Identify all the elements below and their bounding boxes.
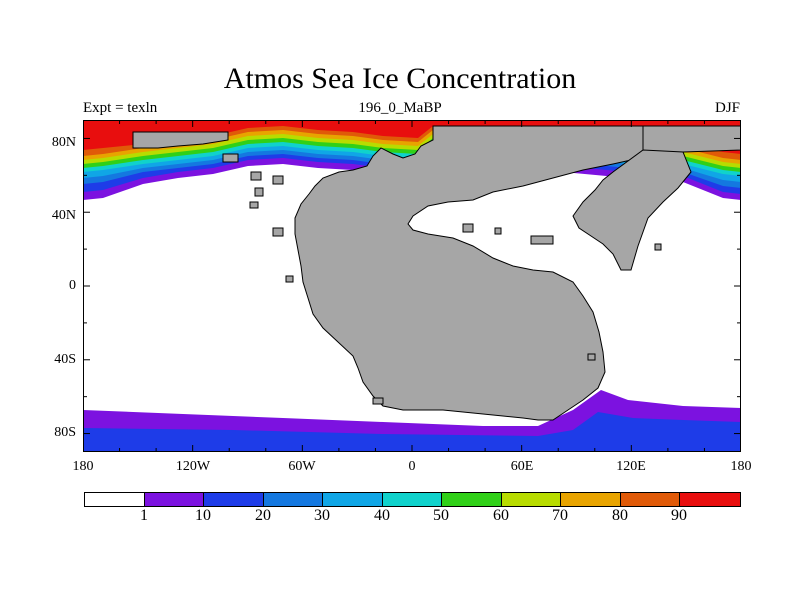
lon-label-0: 0	[408, 459, 416, 474]
colorbar-label-60: 60	[493, 507, 509, 524]
tethys-island-5	[462, 223, 474, 233]
lon-label-120e: 120E	[616, 459, 646, 474]
lat-label-40s: 40S	[54, 352, 76, 367]
colorbar-box-4	[323, 493, 383, 506]
tethys-island-4	[530, 235, 554, 245]
colorbar-label-30: 30	[314, 507, 330, 524]
season-label: DJF	[714, 100, 740, 116]
colorbar-label-90: 90	[671, 507, 687, 524]
plot-title: Atmos Sea Ice Concentration	[223, 62, 577, 95]
colorbar-box-7	[501, 493, 561, 506]
colorbar-label-40: 40	[374, 507, 390, 524]
colorbar	[84, 492, 741, 507]
panthalassa-island-4	[249, 201, 259, 209]
colorbar-box-3	[263, 493, 323, 506]
lon-label-60e: 60E	[510, 459, 534, 474]
colorbar-label-1: 1	[140, 507, 148, 524]
lat-label-80n: 80N	[51, 135, 76, 150]
lon-label-180e: 180	[730, 459, 752, 474]
antarctic-ice-bands	[83, 390, 741, 452]
lon-label-60w: 60W	[288, 459, 316, 474]
pangaea-continent	[294, 125, 644, 421]
lat-label-0: 0	[69, 278, 76, 293]
axis-ticks	[83, 120, 741, 452]
lon-label-180w: 180	[72, 459, 94, 474]
tethys-island-6	[494, 227, 502, 235]
colorbar-label-70: 70	[552, 507, 568, 524]
lon-label-120w: 120W	[175, 459, 211, 474]
southern-island-1	[372, 397, 384, 405]
panthalassa-island-2	[272, 227, 284, 237]
colorbar-box-1	[144, 493, 204, 506]
colorbar-box-0	[85, 493, 145, 506]
experiment-label: Expt = texln	[83, 100, 158, 116]
east-asia-peninsula	[572, 149, 692, 271]
panthalassa-island-3	[285, 275, 294, 283]
tethys-island-2	[250, 171, 262, 181]
colorbar-label-10: 10	[195, 507, 211, 524]
southern-ice-band-2	[83, 412, 741, 452]
colorbar-label-80: 80	[612, 507, 628, 524]
northern-island-strip	[132, 131, 229, 149]
tethys-island-1	[222, 153, 239, 163]
colorbar-label-20: 20	[255, 507, 271, 524]
colorbar-box-10	[680, 493, 740, 506]
panthalassa-island-1	[254, 187, 264, 197]
tethys-island-3	[272, 175, 284, 185]
panthalassa-island-5	[654, 243, 662, 251]
colorbar-box-6	[442, 493, 502, 506]
lat-label-40n: 40N	[51, 208, 76, 223]
colorbar-box-5	[382, 493, 442, 506]
sea-ice-map	[83, 120, 741, 452]
colorbar-box-8	[561, 493, 621, 506]
colorbar-box-9	[620, 493, 680, 506]
colorbar-box-2	[204, 493, 264, 506]
land-masses	[132, 125, 741, 421]
colorbar-label-50: 50	[433, 507, 449, 524]
lat-label-80s: 80S	[54, 425, 76, 440]
southern-island-2	[587, 353, 596, 361]
time-label: 196_0_MaBP	[358, 100, 442, 116]
